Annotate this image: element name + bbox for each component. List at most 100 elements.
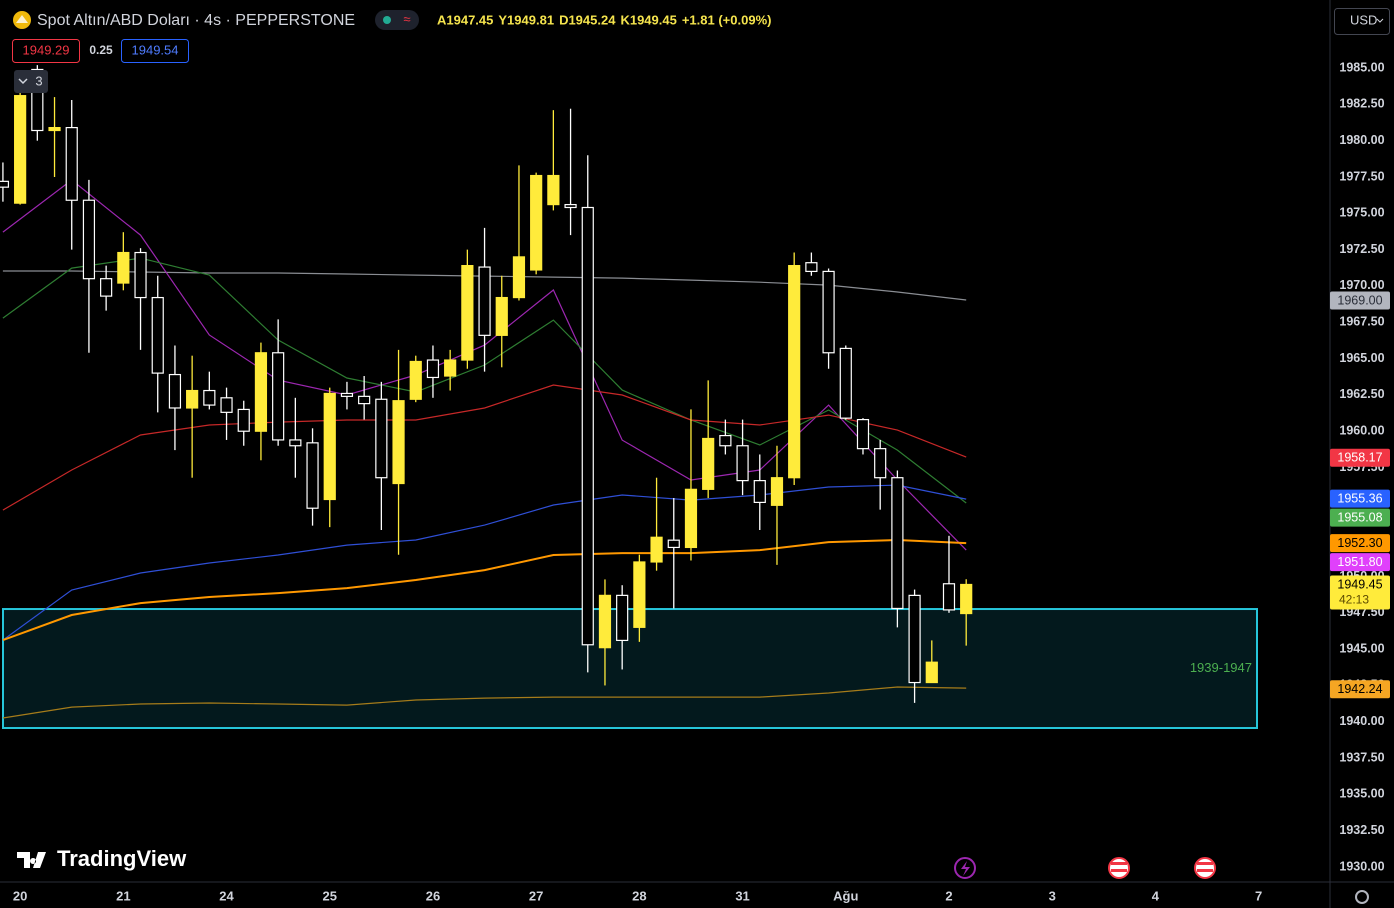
plot-area: 1939-1947	[0, 65, 1258, 730]
candle-body	[753, 480, 766, 504]
flag-stripe	[1197, 869, 1213, 872]
candle-body	[736, 445, 749, 482]
candle-body	[616, 594, 629, 642]
x-tick-label: 31	[735, 888, 749, 903]
moving-average	[2, 484, 967, 641]
candle-body	[495, 296, 508, 336]
x-tick-label: 20	[13, 888, 27, 903]
x-tick-label: 28	[632, 888, 646, 903]
x-tick-label: 27	[529, 888, 543, 903]
price-badge	[1330, 508, 1390, 527]
price-badge	[1330, 575, 1390, 610]
candle-body	[65, 126, 78, 201]
price-badge-label: 1955.36	[1337, 491, 1382, 505]
price-badge-label: 1955.08	[1337, 510, 1382, 524]
economic-event-icon[interactable]	[1108, 857, 1130, 879]
ohlc-value: Y1949.81	[498, 12, 554, 27]
ohlc-value: D1945.24	[559, 12, 616, 27]
ask-box[interactable]	[121, 39, 189, 63]
candle-body	[151, 296, 164, 374]
price-badge-label: 1969.00	[1337, 293, 1382, 307]
candle-body	[925, 661, 938, 684]
y-tick-label: 1977.50	[1339, 169, 1384, 183]
price-badge	[1330, 489, 1390, 508]
candle-body	[908, 594, 921, 684]
y-tick-label: 1985.00	[1339, 60, 1384, 74]
x-tick-label: 7	[1255, 888, 1262, 903]
x-tick-label: 4	[1152, 888, 1160, 903]
candle-body	[461, 265, 474, 361]
candle-body	[891, 477, 904, 610]
price-badge	[1330, 534, 1390, 553]
settings-icon[interactable]	[1355, 890, 1369, 904]
candle-body	[770, 477, 784, 506]
candle-body	[564, 203, 577, 209]
ohlc-value: A1947.45	[437, 12, 493, 27]
candle-body	[547, 174, 560, 206]
candle-body	[0, 180, 10, 188]
brand-logo	[17, 852, 46, 868]
economic-event-icon[interactable]	[1194, 857, 1216, 879]
candle-body	[839, 347, 852, 419]
symbol-icon-mark	[16, 15, 28, 23]
x-tick-label: 2	[945, 888, 952, 903]
candle-body	[14, 95, 27, 204]
candle-body	[822, 270, 835, 354]
x-tick-label: 25	[323, 888, 337, 903]
candle-body	[598, 594, 612, 649]
y-tick-label: 1930.00	[1339, 859, 1384, 873]
candle-body	[289, 439, 302, 447]
price-badge-label: 1958.17	[1337, 451, 1382, 465]
price-badge	[1330, 553, 1390, 572]
y-tick-label: 1970.00	[1339, 278, 1384, 292]
ask-price: 1949.54	[132, 42, 179, 57]
candle-body	[375, 398, 388, 479]
candle-body	[478, 266, 491, 336]
currency-button[interactable]	[1334, 8, 1390, 35]
candle-body	[220, 397, 233, 413]
axes: 1930.00 1932.50 1935.00 1937.50 1940.00 1942.…	[13, 60, 1390, 903]
candle-body	[82, 199, 96, 280]
candle-body	[650, 536, 663, 563]
event-icon[interactable]	[954, 857, 976, 879]
y-tick-label: 1965.00	[1339, 351, 1384, 365]
candle-body	[358, 395, 371, 405]
x-tick-label: 24	[219, 888, 234, 903]
chevron	[18, 78, 28, 85]
flag-stripe	[1197, 862, 1213, 865]
candle-body	[856, 418, 870, 450]
x-tick-label: 26	[426, 888, 440, 903]
candle-body	[702, 437, 715, 490]
support-zone	[2, 608, 1258, 730]
flag-stripe	[1111, 869, 1127, 872]
y-tick-label: 1982.50	[1339, 97, 1384, 111]
price-badge	[1330, 291, 1390, 310]
spread: 0.25	[89, 43, 113, 57]
candle-body	[100, 278, 113, 297]
x-tick-label: 21	[116, 888, 130, 903]
ohlc-value: K1949.45	[620, 12, 676, 27]
price-badge-label: 1949.45	[1337, 577, 1382, 591]
price-badge	[1330, 680, 1390, 699]
price-badge	[1330, 448, 1390, 467]
candle-body	[942, 583, 956, 611]
status-pill	[375, 10, 419, 30]
ohlc-value: +1.81 (+0.09%)	[682, 12, 772, 27]
bid-box[interactable]	[12, 39, 80, 63]
indicator-count: 3	[35, 73, 42, 88]
currency: USD	[1350, 12, 1377, 27]
y-tick-label: 1962.50	[1339, 387, 1384, 401]
candle-body	[323, 392, 336, 501]
price-badge-label: 1951.80	[1337, 555, 1382, 569]
indicators-toggle[interactable]	[14, 70, 48, 93]
candle-body	[581, 206, 594, 646]
candle-body	[633, 561, 646, 628]
brand-name: TradingView	[57, 846, 187, 871]
y-tick-label: 1980.00	[1339, 133, 1384, 147]
candle-body	[340, 392, 354, 397]
moving-average	[2, 686, 967, 719]
y-tick-label: 1940.00	[1339, 714, 1384, 728]
chevron	[1376, 18, 1384, 23]
